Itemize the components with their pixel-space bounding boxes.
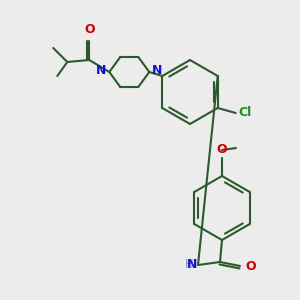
Text: N: N [187,257,197,271]
Text: O: O [84,23,94,36]
Text: Cl: Cl [239,106,252,119]
Text: O: O [245,260,256,272]
Text: N: N [152,64,163,76]
Text: N: N [96,64,106,76]
Text: H: H [185,257,194,271]
Text: O: O [217,143,227,156]
